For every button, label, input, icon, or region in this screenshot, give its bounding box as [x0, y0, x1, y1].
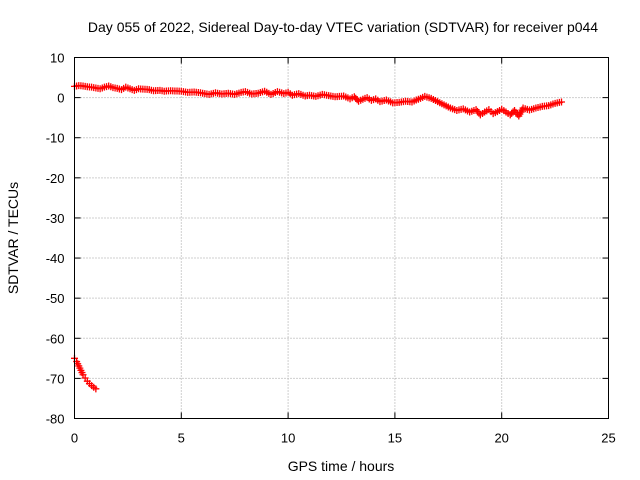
x-tick-label: 25	[601, 431, 615, 446]
grid-lines	[74, 57, 609, 419]
y-axis-label: SDTVAR / TECUs	[5, 182, 21, 294]
y-tick-label: 0	[57, 91, 64, 106]
x-axis-label: GPS time / hours	[288, 458, 395, 474]
y-tick-label: -10	[46, 131, 65, 146]
y-tick-label: -30	[46, 211, 65, 226]
y-tick-label: 10	[50, 51, 64, 66]
y-tick-label: -20	[46, 171, 65, 186]
x-tick-label: 15	[388, 431, 402, 446]
data-point	[92, 385, 100, 393]
x-tick-label: 5	[178, 431, 185, 446]
axis-ticks: 0 5 10 15 20 25 10 0 -10 -20 -30 -40 -50 -60 -70 -80	[46, 51, 616, 446]
series-early-segment	[71, 354, 100, 393]
y-tick-label: -60	[46, 331, 65, 346]
y-tick-label: -40	[46, 251, 65, 266]
series-main	[71, 82, 566, 120]
plot-frame	[74, 57, 609, 419]
y-tick-label: -70	[46, 371, 65, 386]
data-marks	[71, 82, 566, 393]
x-tick-label: 20	[494, 431, 508, 446]
data-point	[558, 98, 566, 106]
chart-title: Day 055 of 2022, Sidereal Day-to-day VTE…	[88, 19, 598, 35]
x-tick-label: 0	[71, 431, 78, 446]
x-tick-label: 10	[281, 431, 295, 446]
y-tick-label: -80	[46, 412, 65, 427]
y-tick-label: -50	[46, 291, 65, 306]
